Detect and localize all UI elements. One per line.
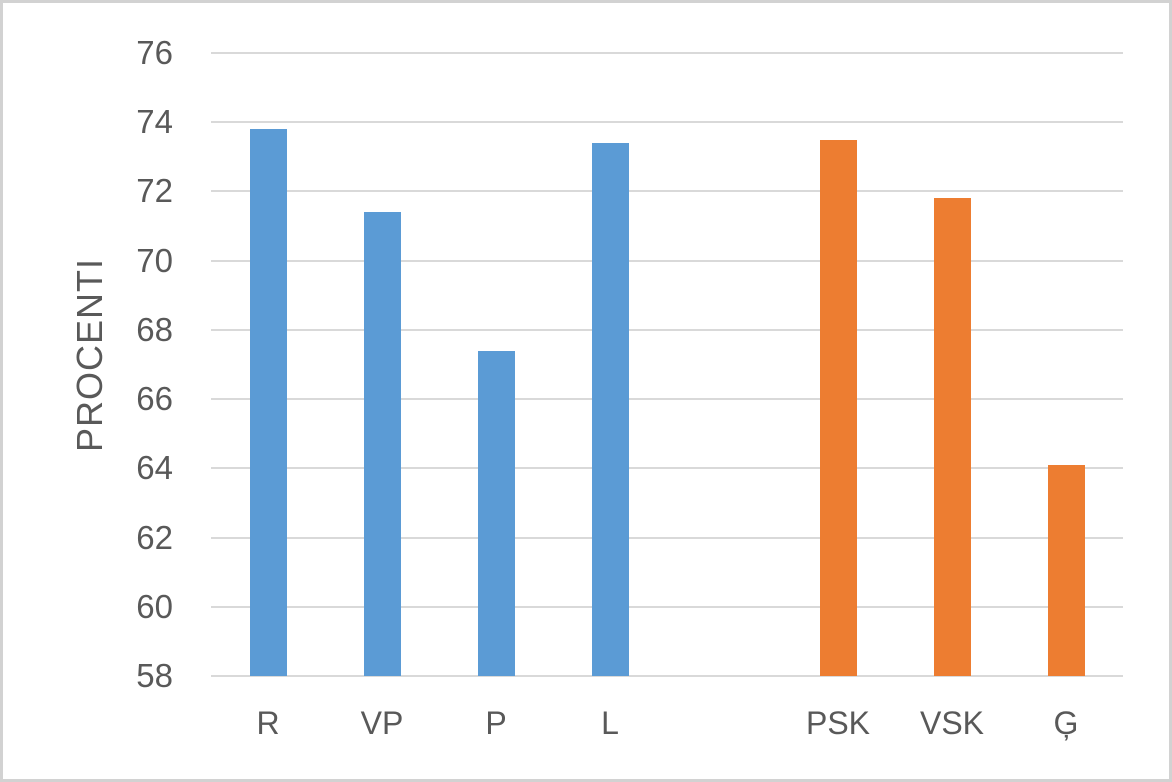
gridline: [211, 190, 1123, 193]
bar-L: [591, 142, 629, 676]
x-tick-label-VSK: VSK: [919, 705, 985, 741]
x-tick-label-R: R: [256, 705, 280, 741]
y-tick-label: 58: [136, 656, 173, 694]
gridline: [211, 398, 1123, 401]
y-tick-label: 72: [136, 172, 173, 210]
y-tick-label: 68: [136, 310, 173, 348]
bar-VSK: [933, 198, 971, 676]
x-tick-label-P: P: [485, 705, 507, 741]
y-tick-label: 60: [136, 587, 173, 625]
y-tick-label: 66: [136, 379, 173, 417]
bar-PSK: [819, 139, 857, 676]
y-tick-label: 70: [136, 241, 173, 279]
y-axis-title: PROCENTI: [69, 257, 110, 453]
x-tick-label-L: L: [601, 705, 619, 741]
gridline: [211, 259, 1123, 262]
bar-chart: PROCENTI 58 60 62 64 66 68 70 72 74 76 R VP P L PSK VS…: [3, 3, 1169, 779]
y-tick-label: 76: [136, 33, 173, 71]
x-tick-label-VP: VP: [360, 705, 404, 741]
gridline: [211, 675, 1123, 677]
bar-Ģ: [1047, 464, 1085, 676]
gridline: [211, 605, 1123, 608]
bar-R: [249, 129, 287, 676]
gridline: [211, 328, 1123, 331]
x-tick-label-Ģ: Ģ: [1053, 705, 1079, 741]
gridline: [211, 52, 1123, 54]
gridline: [211, 536, 1123, 539]
y-tick-label: 64: [136, 449, 173, 487]
bar-P: [477, 350, 515, 676]
y-tick-label: 74: [136, 103, 173, 141]
bar-VP: [363, 212, 401, 676]
y-tick-label: 62: [136, 518, 173, 556]
gridline: [211, 467, 1123, 470]
gridline: [211, 121, 1123, 124]
x-tick-label-PSK: PSK: [805, 705, 871, 741]
